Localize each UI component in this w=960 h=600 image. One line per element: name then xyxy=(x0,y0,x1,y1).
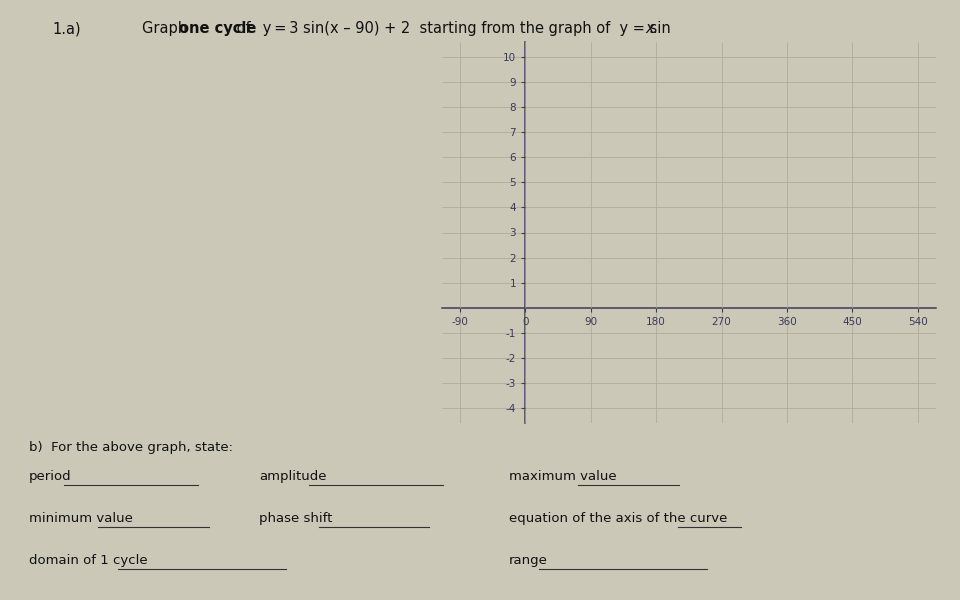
Text: maximum value: maximum value xyxy=(509,470,616,483)
Text: equation of the axis of the curve: equation of the axis of the curve xyxy=(509,512,727,525)
Text: Graph: Graph xyxy=(142,21,192,36)
Text: of   y = 3 sin(x – 90) + 2  starting from the graph of  y = sin: of y = 3 sin(x – 90) + 2 starting from t… xyxy=(232,21,671,36)
Text: domain of 1 cycle: domain of 1 cycle xyxy=(29,554,148,567)
Text: 1.a): 1.a) xyxy=(53,21,82,36)
Text: minimum value: minimum value xyxy=(29,512,132,525)
Text: amplitude: amplitude xyxy=(259,470,326,483)
Text: .: . xyxy=(653,21,658,36)
Text: range: range xyxy=(509,554,547,567)
Text: period: period xyxy=(29,470,71,483)
Text: one cycle: one cycle xyxy=(179,21,256,36)
Text: x: x xyxy=(645,21,654,36)
Text: phase shift: phase shift xyxy=(259,512,332,525)
Text: b)  For the above graph, state:: b) For the above graph, state: xyxy=(29,441,233,454)
